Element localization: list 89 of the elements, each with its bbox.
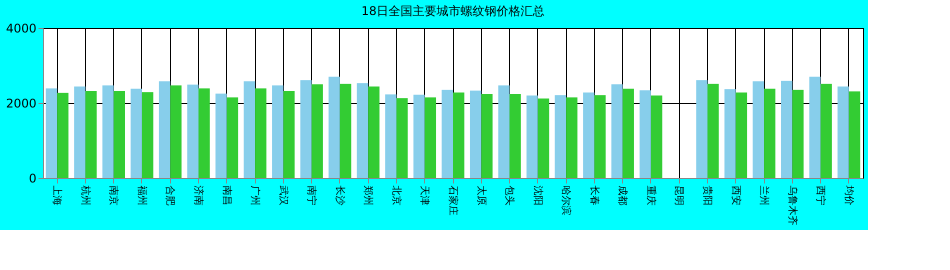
bar [554, 95, 566, 178]
bar [187, 84, 199, 178]
x-tick-label: 沈阳 [532, 186, 544, 206]
bar [244, 81, 256, 178]
x-tick-label: 石家庄 [447, 186, 459, 216]
y-tick-label: 4000 [6, 22, 36, 36]
x-tick-label: 郑州 [362, 186, 374, 206]
bar [526, 96, 538, 178]
bar [102, 85, 114, 178]
bar [696, 80, 708, 178]
bar [481, 94, 493, 178]
bar [498, 85, 510, 178]
bar [215, 94, 227, 178]
bar [46, 88, 58, 178]
x-tick-label: 南京 [108, 186, 120, 206]
x-tick-label: 南昌 [220, 186, 233, 206]
bar [752, 81, 764, 178]
bar [736, 92, 748, 178]
x-tick-label: 天津 [418, 186, 431, 206]
bar [566, 97, 578, 178]
bar [283, 91, 295, 178]
bar [792, 90, 804, 178]
bar [198, 88, 210, 178]
bar [340, 84, 352, 178]
chart-title: 18日全国主要城市螺纹钢价格汇总 [361, 4, 545, 18]
x-tick-label: 长沙 [334, 186, 346, 206]
bar [470, 90, 482, 178]
x-tick-label: 均价 [842, 184, 855, 206]
bar [781, 80, 792, 178]
bar [57, 92, 68, 178]
x-tick-label: 北京 [390, 186, 402, 206]
bar [396, 98, 408, 178]
bar [724, 89, 736, 178]
x-tick-label: 武汉 [277, 186, 290, 206]
x-tick-label: 上海 [51, 186, 64, 206]
x-tick-label: 广州 [249, 186, 262, 206]
bar [424, 97, 436, 178]
x-tick-label: 哈尔滨 [560, 186, 572, 216]
x-tick-label: 西宁 [814, 186, 827, 206]
bar [707, 84, 719, 178]
x-tick-label: 太原 [475, 186, 488, 206]
bar [611, 84, 623, 178]
bar [356, 83, 368, 178]
x-tick-label: 贵阳 [701, 186, 714, 206]
bar [413, 94, 425, 178]
bar [385, 94, 396, 178]
bar [272, 85, 284, 178]
bar [583, 92, 594, 178]
bar [453, 92, 464, 178]
x-tick-label: 济南 [192, 186, 205, 206]
bar [114, 91, 125, 178]
bar [158, 81, 170, 178]
x-tick-label: 成都 [616, 186, 629, 206]
y-tick-label: 0 [28, 172, 36, 186]
bar [300, 80, 312, 178]
bar [622, 88, 634, 178]
bar [142, 92, 154, 178]
bar [764, 88, 776, 178]
bar [255, 88, 266, 178]
bar [640, 90, 651, 178]
bar [85, 91, 97, 178]
x-tick-label: 兰州 [758, 186, 770, 206]
bar [594, 95, 606, 178]
bar [538, 98, 550, 178]
bar [838, 86, 849, 178]
x-tick-label: 乌鲁木齐 [786, 186, 798, 226]
x-tick-label: 重庆 [644, 186, 657, 206]
bar [74, 86, 86, 178]
bar [328, 76, 340, 178]
bar [820, 84, 832, 178]
x-tick-label: 合肥 [164, 186, 176, 206]
bar [226, 97, 238, 178]
x-tick-label: 福州 [136, 186, 148, 206]
bar [130, 88, 142, 178]
x-tick-label: 包头 [504, 186, 516, 206]
x-tick-label: 南宁 [306, 186, 318, 206]
y-tick-label: 2000 [6, 96, 36, 110]
x-tick-label: 长春 [588, 186, 600, 206]
x-tick-label: 昆明 [673, 186, 684, 206]
bar [650, 96, 662, 178]
bar [442, 90, 453, 178]
x-tick-label: 西安 [730, 186, 742, 206]
bar [368, 86, 380, 178]
bar [312, 84, 323, 178]
bar [809, 76, 821, 178]
bar [170, 85, 182, 178]
bar [510, 94, 521, 178]
x-tick-label: 杭州 [79, 184, 92, 206]
bar [848, 91, 860, 178]
